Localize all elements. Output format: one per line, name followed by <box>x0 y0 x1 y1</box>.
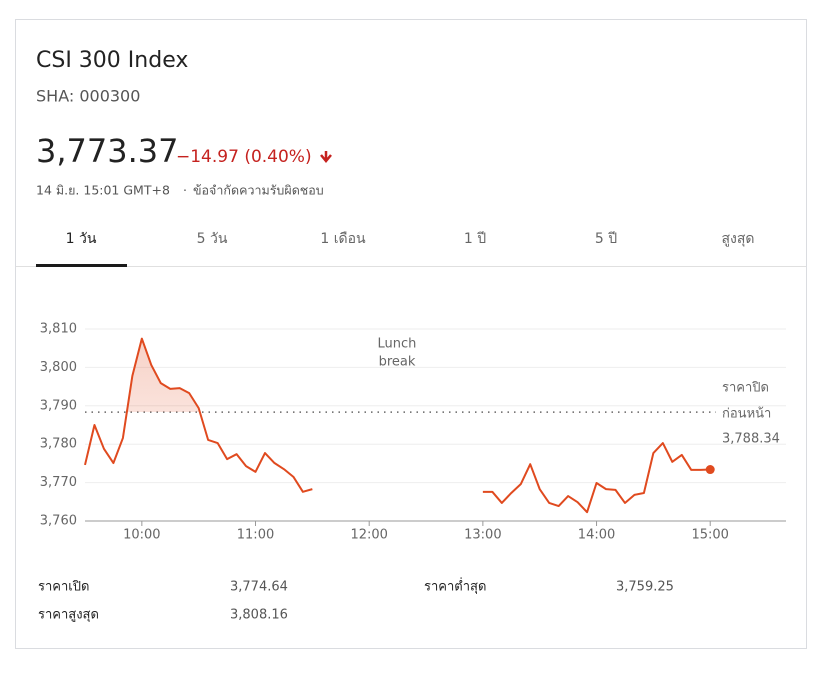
x-tick-label: 10:00 <box>123 528 160 543</box>
last-point <box>705 465 715 475</box>
x-tick-label: 14:00 <box>578 528 615 543</box>
area-above-close <box>85 338 711 413</box>
tab[interactable]: 1 เดือน <box>320 231 366 247</box>
x-tick-label: 15:00 <box>691 528 728 543</box>
x-tick-label: 13:00 <box>464 528 501 543</box>
exchange: SHA: 000300 <box>36 87 140 106</box>
stat-label: ราคาสูงสุด <box>38 608 99 623</box>
y-tick-label: 3,790 <box>40 398 77 413</box>
tab-underline <box>36 264 127 267</box>
timestamp: 14 มิ.ย. 15:01 GMT+8 <box>36 183 170 198</box>
disclaimer-link[interactable]: ข้อจำกัดความรับผิดชอบ <box>193 183 324 198</box>
stat-label: ราคาเปิด <box>38 580 89 595</box>
reference-label: ก่อนหน้า <box>722 407 771 422</box>
annotation: Lunch <box>378 337 417 352</box>
x-tick-label: 12:00 <box>350 528 387 543</box>
stat-value: 3,774.64 <box>230 580 288 595</box>
stat-value: 3,808.16 <box>230 608 288 623</box>
y-tick-label: 3,810 <box>40 322 77 337</box>
down-arrow <box>320 151 332 163</box>
change: −14.97 (0.40%) <box>176 147 312 167</box>
card-border <box>15 19 807 649</box>
title: CSI 300 Index <box>36 48 188 73</box>
tab[interactable]: 5 วัน <box>197 231 228 247</box>
price-line <box>84 337 711 514</box>
y-tick-label: 3,780 <box>40 437 77 452</box>
separator: · <box>183 183 187 198</box>
stat-value: 3,759.25 <box>616 580 674 595</box>
reference-label: ราคาปิด <box>722 381 769 396</box>
y-tick-label: 3,770 <box>40 475 77 490</box>
annotation: break <box>379 355 416 370</box>
tab[interactable]: 5 ปี <box>595 231 617 247</box>
y-tick-label: 3,800 <box>40 360 77 375</box>
reference-value: 3,788.34 <box>722 432 780 447</box>
stat-label: ราคาต่ำสุด <box>424 578 486 595</box>
y-tick-label: 3,760 <box>40 514 77 529</box>
x-tick-label: 11:00 <box>237 528 274 543</box>
tab[interactable]: สูงสุด <box>721 231 754 247</box>
price: 3,773.37 <box>36 132 179 170</box>
tab[interactable]: 1 วัน <box>66 231 97 247</box>
tab[interactable]: 1 ปี <box>464 231 486 247</box>
